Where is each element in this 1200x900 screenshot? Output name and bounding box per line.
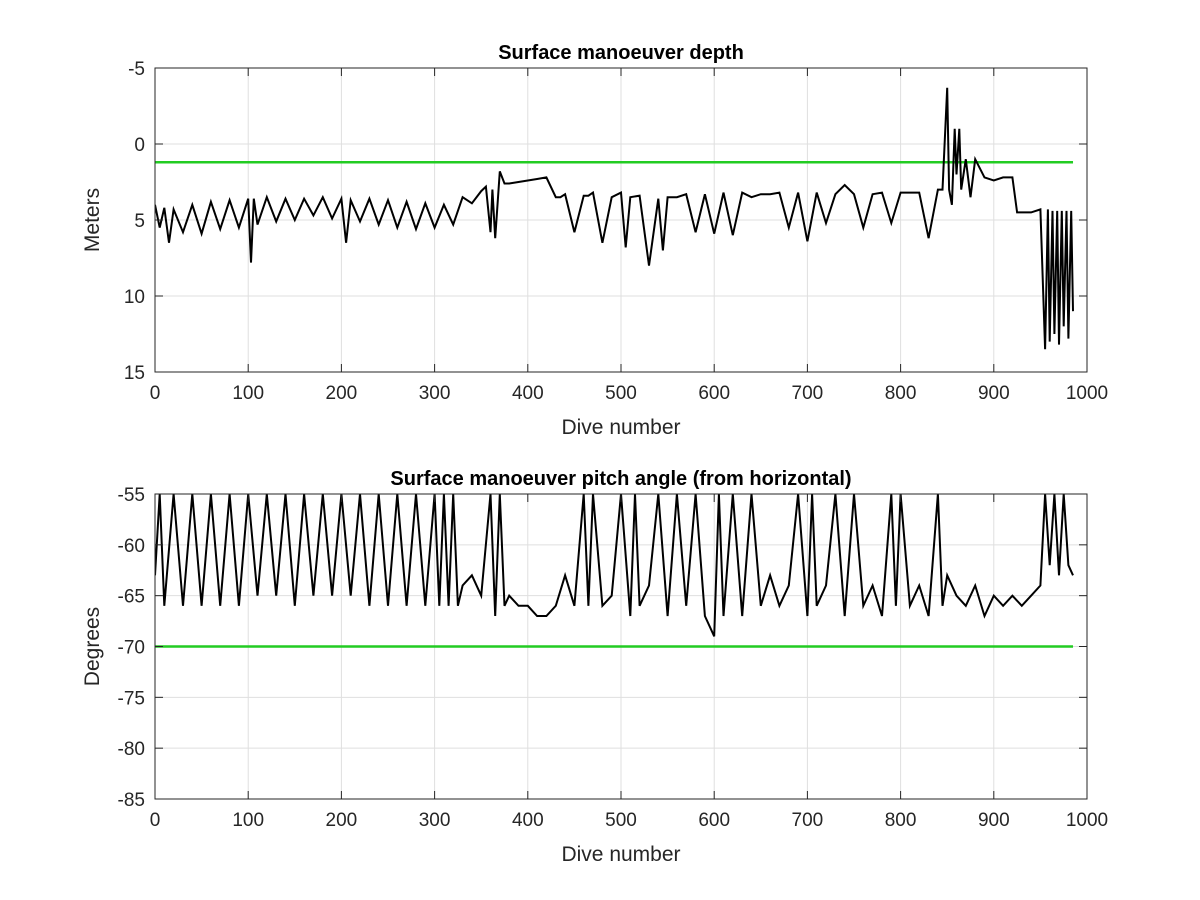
depth-y-tick-label: 10 xyxy=(124,287,145,308)
depth-x-tick-label: 0 xyxy=(150,383,161,404)
depth-x-tick-label: 300 xyxy=(419,383,451,404)
depth-x-tick-label: 700 xyxy=(792,383,824,404)
depth-x-tick-label: 1000 xyxy=(1066,383,1108,404)
pitch-x-tick-label: 300 xyxy=(419,810,451,831)
pitch-y-tick-label: -60 xyxy=(118,536,145,557)
pitch-x-tick-label: 800 xyxy=(885,810,917,831)
pitch-x-tick-label: 400 xyxy=(512,810,544,831)
pitch-y-tick-label: -65 xyxy=(118,587,145,608)
depth-chart: 0 100 200 300 400 500 600 700 800 900 1000 -5 0 5 10 15… xyxy=(81,42,1108,439)
depth-y-tick-label: -5 xyxy=(128,59,145,80)
pitch-chart: 0 100 200 300 400 500 600 700 800 900 1000 -85 -80 -7… xyxy=(81,468,1108,866)
depth-y-tick-label: 15 xyxy=(124,363,145,384)
pitch-y-tick-label: -85 xyxy=(118,790,145,811)
depth-x-tick-label: 400 xyxy=(512,383,544,404)
depth-x-tick-label: 900 xyxy=(978,383,1010,404)
depth-x-tick-label: 500 xyxy=(605,383,637,404)
depth-chart-title: Surface manoeuver depth xyxy=(498,42,744,64)
depth-x-tick-label: 100 xyxy=(232,383,264,404)
pitch-y-tick-label: -70 xyxy=(118,638,145,659)
pitch-x-tick-label: 0 xyxy=(150,810,161,831)
depth-y-tick-label: 0 xyxy=(134,135,145,156)
pitch-x-tick-label: 1000 xyxy=(1066,810,1108,831)
pitch-x-tick-label: 900 xyxy=(978,810,1010,831)
pitch-y-tick-label: -80 xyxy=(118,739,145,760)
pitch-x-tick-label: 100 xyxy=(232,810,264,831)
depth-x-tick-label: 800 xyxy=(885,383,917,404)
pitch-chart-title: Surface manoeuver pitch angle (from hori… xyxy=(390,468,851,490)
depth-x-tick-label: 600 xyxy=(698,383,730,404)
depth-series-line-0 xyxy=(155,87,1074,350)
pitch-x-tick-label: 200 xyxy=(326,810,358,831)
pitch-y-axis-label: Degrees xyxy=(81,607,104,686)
pitch-x-tick-label: 500 xyxy=(605,810,637,831)
depth-y-axis-label: Meters xyxy=(81,188,104,252)
pitch-y-tick-label: -55 xyxy=(118,485,145,506)
depth-y-tick-label: 5 xyxy=(134,211,145,232)
pitch-y-tick-label: -75 xyxy=(118,688,145,709)
depth-x-tick-label: 200 xyxy=(326,383,358,404)
pitch-x-tick-label: 600 xyxy=(698,810,730,831)
depth-x-axis-label: Dive number xyxy=(561,416,680,439)
pitch-x-axis-label: Dive number xyxy=(561,843,680,866)
pitch-x-tick-label: 700 xyxy=(792,810,824,831)
